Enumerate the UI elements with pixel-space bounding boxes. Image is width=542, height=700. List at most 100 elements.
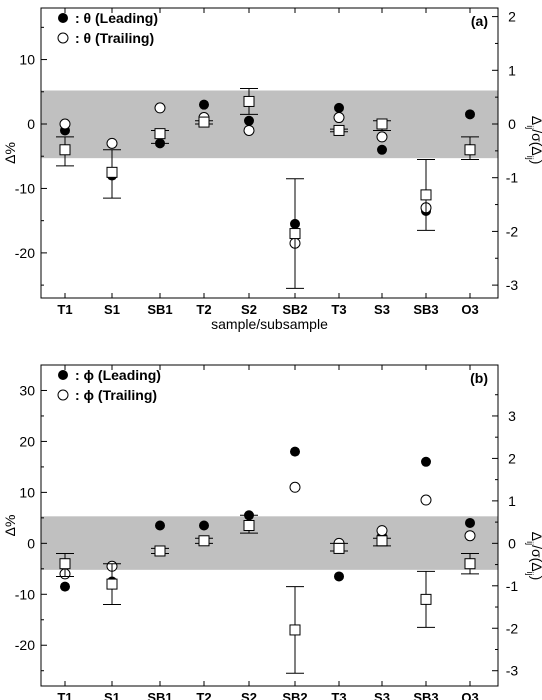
x-tick-label: S3 (374, 690, 390, 700)
tolerance-band (41, 516, 498, 570)
panel-label: (a) (471, 13, 488, 29)
data-point-filled (377, 144, 387, 155)
data-point-open (376, 131, 388, 143)
data-point-square (198, 116, 210, 128)
plot-frame (40, 7, 499, 299)
data-point-square (289, 228, 301, 240)
data-point-open (59, 118, 71, 130)
data-point-filled (421, 456, 431, 467)
legend-marker-filled (58, 13, 68, 23)
data-point-square (59, 144, 71, 156)
y-tick-label: 20 (19, 433, 35, 449)
data-point-square (376, 118, 388, 130)
x-tick-label: T3 (331, 690, 346, 700)
data-point-square (420, 593, 432, 605)
legend-marker-open (57, 389, 69, 401)
x-tick-label: T2 (196, 690, 211, 700)
data-point-square (289, 624, 301, 636)
y2-axis-title: Δij/σ(Δij) (525, 532, 542, 581)
data-point-filled (465, 109, 475, 120)
y2-tick-label: -3 (506, 277, 519, 293)
x-tick-label: S1 (104, 690, 120, 700)
panel-label: (b) (470, 370, 488, 386)
legend-label: : ϕ (Trailing) (75, 387, 157, 403)
x-tick-label: S1 (104, 302, 120, 317)
data-point-square (464, 558, 476, 570)
data-point-open (289, 481, 301, 493)
x-tick-label: O3 (461, 302, 478, 317)
y2-tick-label: 2 (508, 9, 516, 25)
legend-label: : θ (Trailing) (75, 30, 154, 46)
legend-marker-filled (58, 370, 68, 380)
y2-axis-title: Δij/σ(Δij) (525, 116, 542, 165)
x-tick-label: T1 (57, 690, 72, 700)
legend-label: : ϕ (Leading) (75, 367, 161, 383)
y-tick-label: -10 (15, 180, 35, 196)
data-point-filled (465, 517, 475, 528)
y-tick-label: 10 (19, 52, 35, 68)
x-axis-title: sample/subsample (211, 316, 328, 332)
data-point-filled (290, 446, 300, 457)
y-axis-title: Δ% (2, 142, 18, 164)
y2-tick-label: 3 (508, 408, 516, 424)
y-tick-label: 30 (19, 382, 35, 398)
legend-label: : θ (Leading) (75, 10, 158, 26)
x-tick-label: S3 (374, 302, 390, 317)
data-point-open (243, 124, 255, 136)
x-tick-label: SB3 (413, 690, 438, 700)
data-point-square (154, 128, 166, 140)
data-point-square (376, 535, 388, 547)
x-tick-label: SB1 (147, 302, 172, 317)
y-tick-label: 0 (27, 116, 35, 132)
data-point-square (420, 189, 432, 201)
data-point-open (106, 137, 118, 149)
y2-tick-label: 2 (508, 450, 516, 466)
y2-tick-label: -2 (506, 620, 519, 636)
y-tick-label: -20 (15, 637, 35, 653)
data-point-square (198, 535, 210, 547)
y-tick-label: 0 (27, 535, 35, 551)
data-point-filled (60, 581, 70, 592)
plot-frame (40, 364, 499, 687)
data-point-filled (155, 520, 165, 531)
data-point-open (376, 525, 388, 537)
y2-tick-label: -2 (506, 223, 519, 239)
data-point-square (333, 124, 345, 136)
y-tick-label: 10 (19, 484, 35, 500)
y2-tick-label: 1 (508, 493, 516, 509)
data-point-square (243, 520, 255, 531)
x-tick-label: T2 (196, 302, 211, 317)
data-point-filled (334, 102, 344, 113)
data-point-filled (199, 99, 209, 110)
x-tick-label: S2 (241, 302, 257, 317)
y2-tick-label: 1 (508, 62, 516, 78)
tolerance-band (41, 90, 498, 159)
y2-tick-label: -1 (506, 578, 519, 594)
x-tick-label: T1 (57, 302, 72, 317)
data-point-square (154, 545, 166, 557)
data-point-square (106, 166, 118, 178)
data-point-open (333, 112, 345, 124)
data-point-open (154, 102, 166, 114)
data-point-open (464, 530, 476, 542)
data-point-filled (199, 520, 209, 531)
y2-tick-label: -1 (506, 170, 519, 186)
x-tick-label: SB2 (282, 302, 307, 317)
y-tick-label: -10 (15, 586, 35, 602)
x-tick-label: S2 (241, 690, 257, 700)
y2-tick-label: 0 (508, 535, 516, 551)
x-tick-label: SB3 (413, 302, 438, 317)
data-point-square (333, 542, 345, 554)
data-point-square (59, 558, 71, 570)
y2-tick-label: -3 (506, 663, 519, 679)
x-tick-label: T3 (331, 302, 346, 317)
data-point-square (106, 578, 118, 590)
y2-tick-label: 0 (508, 116, 516, 132)
y-axis-title: Δ% (2, 515, 18, 537)
data-point-filled (334, 571, 344, 582)
x-tick-label: SB1 (147, 690, 172, 700)
data-point-square (464, 144, 476, 156)
